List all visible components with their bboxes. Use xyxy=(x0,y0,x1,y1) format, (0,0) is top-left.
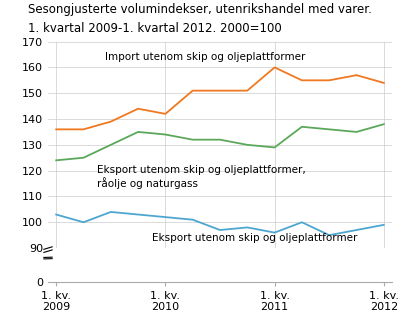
Text: Eksport utenom skip og oljeplattformer: Eksport utenom skip og oljeplattformer xyxy=(152,233,357,243)
Text: Eksport utenom skip og oljeplattformer,
råolje og naturgass: Eksport utenom skip og oljeplattformer, … xyxy=(97,165,306,189)
Text: Import utenom skip og oljeplattformer: Import utenom skip og oljeplattformer xyxy=(105,52,306,62)
Text: Sesongjusterte volumindekser, utenrikshandel med varer.: Sesongjusterte volumindekser, utenriksha… xyxy=(28,3,372,16)
Text: 1. kvartal 2009-1. kvartal 2012. 2000=100: 1. kvartal 2009-1. kvartal 2012. 2000=10… xyxy=(28,22,282,36)
